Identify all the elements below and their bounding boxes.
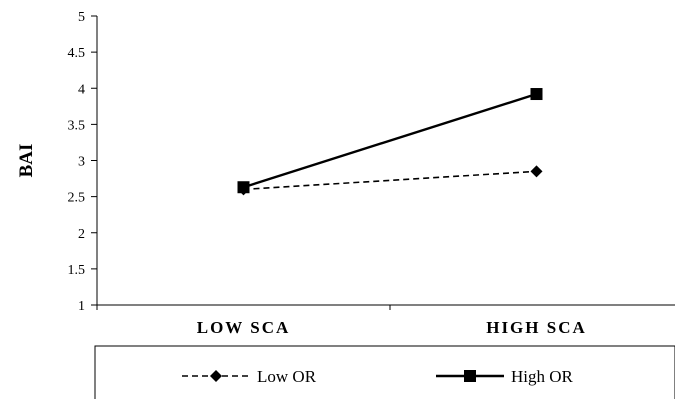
x-axis: LOW SCA HIGH SCA — [96, 304, 675, 337]
legend: Low OR High OR — [182, 367, 574, 386]
y-tick-label: 2.5 — [68, 191, 86, 206]
legend-label: High OR — [511, 367, 574, 386]
legend-item: High OR — [436, 367, 574, 386]
y-tick-label: 3 — [78, 155, 85, 170]
y-axis: 1 1.5 2 2.5 3 3.5 4 4.5 5 — [68, 10, 98, 314]
y-tick-label: 5 — [78, 10, 85, 25]
y-tick-label: 3.5 — [68, 118, 86, 133]
data-point — [530, 165, 543, 178]
y-axis-label: BAI — [16, 144, 37, 178]
data-point — [237, 181, 250, 194]
y-tick-label: 1.5 — [68, 263, 86, 278]
legend-marker — [210, 370, 222, 382]
series-line — [243, 170, 537, 191]
legend-marker — [464, 370, 476, 382]
series-high-or — [237, 88, 543, 194]
x-category-label: HIGH SCA — [486, 318, 587, 337]
y-tick-label: 4 — [78, 82, 85, 97]
series-layer — [237, 88, 543, 196]
legend-box — [94, 345, 675, 399]
series-line — [243, 92, 537, 189]
data-point — [530, 88, 543, 101]
x-category-label: LOW SCA — [197, 318, 291, 337]
legend-item: Low OR — [182, 367, 317, 386]
legend-label: Low OR — [257, 367, 317, 386]
y-tick-label: 4.5 — [68, 46, 86, 61]
y-tick-label: 1 — [78, 299, 85, 314]
y-tick-label: 2 — [78, 227, 85, 242]
series-low-or — [237, 165, 543, 196]
